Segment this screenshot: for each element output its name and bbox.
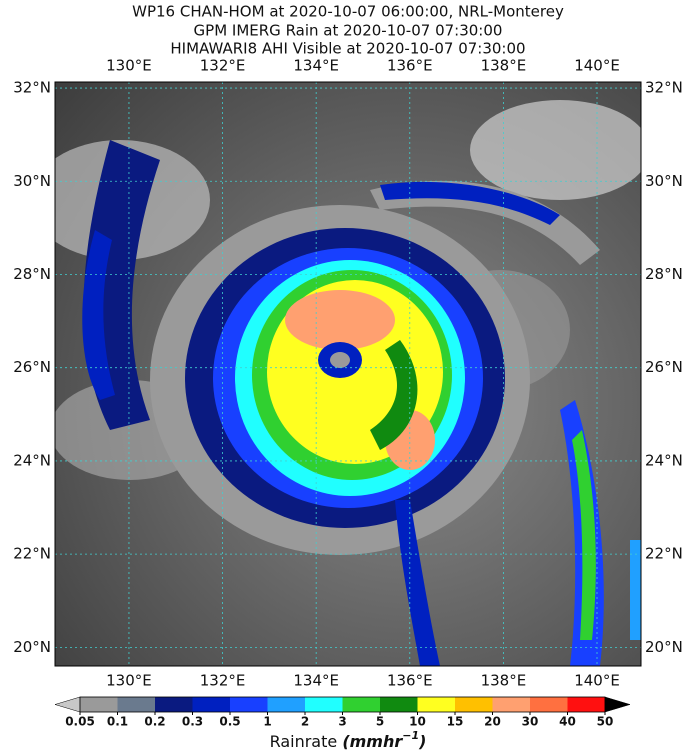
x-tick-label: 138°E: [481, 57, 527, 75]
title-line: WP16 CHAN-HOM at 2020-10-07 06:00:00, NR…: [132, 3, 564, 21]
colorbar-tick-label: 0.5: [219, 715, 240, 729]
colorbar-tick-label: 3: [338, 715, 346, 729]
x-tick-label: 134°E: [293, 672, 339, 690]
grid: [55, 82, 641, 666]
colorbar-unit-close: ): [418, 732, 426, 751]
colorbar-segment: [155, 697, 193, 712]
y-tick-label: 26°N: [13, 358, 51, 376]
y-tick-label: 28°N: [13, 265, 51, 283]
x-tick-label: 136°E: [387, 672, 433, 690]
x-tick-label: 134°E: [293, 57, 339, 75]
colorbar-segment: [530, 697, 568, 712]
x-tick-label: 140°E: [574, 672, 620, 690]
colorbar-tick-label: 0.3: [182, 715, 203, 729]
y-tick-label: 26°N: [645, 358, 683, 376]
colorbar-tick-label: 40: [559, 715, 576, 729]
colorbar-segment: [417, 697, 455, 712]
map-frame: [54, 81, 642, 667]
title-line: HIMAWARI8 AHI Visible at 2020-10-07 07:3…: [170, 40, 525, 58]
colorbar-segment: [230, 697, 268, 712]
y-tick-label: 22°N: [13, 545, 51, 563]
y-tick-label: 30°N: [13, 172, 51, 190]
y-tick-label: 32°N: [13, 79, 51, 97]
colorbar-tick-label: 5: [376, 715, 384, 729]
y-tick-label: 28°N: [645, 265, 683, 283]
map-imagery: [55, 82, 641, 666]
x-tick-label: 132°E: [200, 672, 246, 690]
colorbar-label: Rainrate (mmhr−1): [270, 729, 427, 751]
colorbar-tick-label: 0.2: [144, 715, 165, 729]
y-tick-label: 30°N: [645, 172, 683, 190]
x-tick-label: 130°E: [106, 672, 152, 690]
x-tick-label: 136°E: [387, 57, 433, 75]
colorbar-segment: [492, 697, 530, 712]
y-tick-label: 24°N: [645, 451, 683, 469]
colorbar-segment: [305, 697, 343, 712]
colorbar-tick-label: 2: [301, 715, 309, 729]
y-tick-label: 32°N: [645, 79, 683, 97]
colorbar-exponent: −1: [402, 729, 419, 742]
colorbar-segment: [192, 697, 230, 712]
colorbar-segment: [342, 697, 380, 712]
colorbar-tick-label: 10: [409, 715, 426, 729]
colorbar-tick-label: 50: [597, 715, 614, 729]
y-tick-label: 20°N: [13, 638, 51, 656]
colorbar-title: Rainrate: [270, 732, 338, 751]
colorbar-tick-label: 15: [447, 715, 464, 729]
colorbar-segment: [117, 697, 155, 712]
colorbar-tick-label: 20: [484, 715, 501, 729]
x-tick-label: 138°E: [481, 672, 527, 690]
colorbar-segment: [267, 697, 305, 712]
colorbar-extension: [54, 696, 81, 713]
y-tick-label: 20°N: [645, 638, 683, 656]
colorbar-segment: [455, 697, 493, 712]
colorbar-extension: [604, 696, 631, 713]
colorbar: 0.05 0.1 0.2 0.3 0.5 1 2 3 5 10 15 20 30 40 50: [54, 696, 631, 729]
colorbar-segment: [380, 697, 418, 712]
title-line: GPM IMERG Rain at 2020-10-07 07:30:00: [194, 22, 503, 40]
y-tick-label: 22°N: [645, 545, 683, 563]
x-tick-label: 132°E: [200, 57, 246, 75]
colorbar-tick-label: 0.05: [65, 715, 95, 729]
colorbar-segment: [80, 697, 118, 712]
colorbar-segment: [567, 697, 605, 712]
x-tick-label: 130°E: [106, 57, 152, 75]
colorbar-unit: (mmhr: [342, 732, 403, 751]
y-tick-label: 24°N: [13, 451, 51, 469]
colorbar-tick-label: 1: [263, 715, 271, 729]
x-tick-label: 140°E: [574, 57, 620, 75]
axes: 130°E 130°E 132°E 132°E 134°E 134°E 136°E 136°E…: [13, 57, 683, 690]
colorbar-tick-label: 0.1: [107, 715, 128, 729]
colorbar-tick-label: 30: [522, 715, 539, 729]
